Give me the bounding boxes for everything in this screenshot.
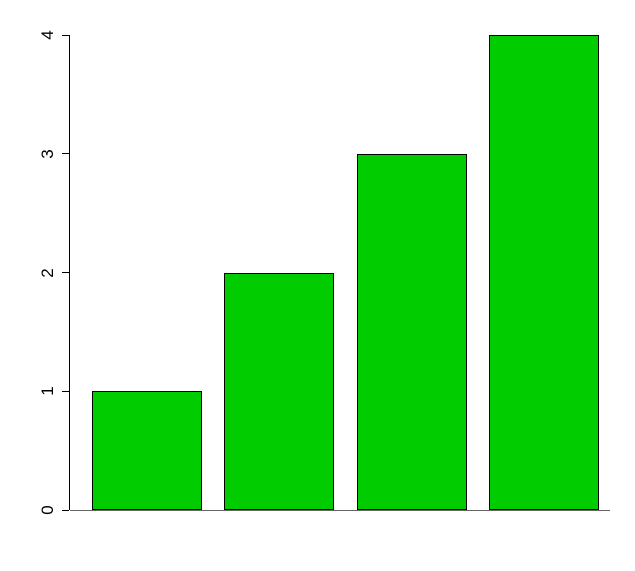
bar: [357, 154, 467, 510]
baseline: [70, 510, 610, 511]
y-tick-label: 4: [38, 25, 58, 45]
y-tick-label: 2: [38, 263, 58, 283]
y-tick-label: 0: [38, 500, 58, 520]
bar: [224, 273, 334, 511]
y-tick: [62, 272, 69, 273]
y-tick-label: 3: [38, 144, 58, 164]
y-axis: [69, 35, 70, 510]
y-tick: [62, 35, 69, 36]
bar-chart: 0 1 2 3 4: [0, 0, 635, 571]
bar: [489, 35, 599, 510]
y-tick: [62, 391, 69, 392]
y-tick-label: 1: [38, 381, 58, 401]
bar: [92, 391, 202, 510]
y-tick: [62, 510, 69, 511]
y-tick: [62, 153, 69, 154]
